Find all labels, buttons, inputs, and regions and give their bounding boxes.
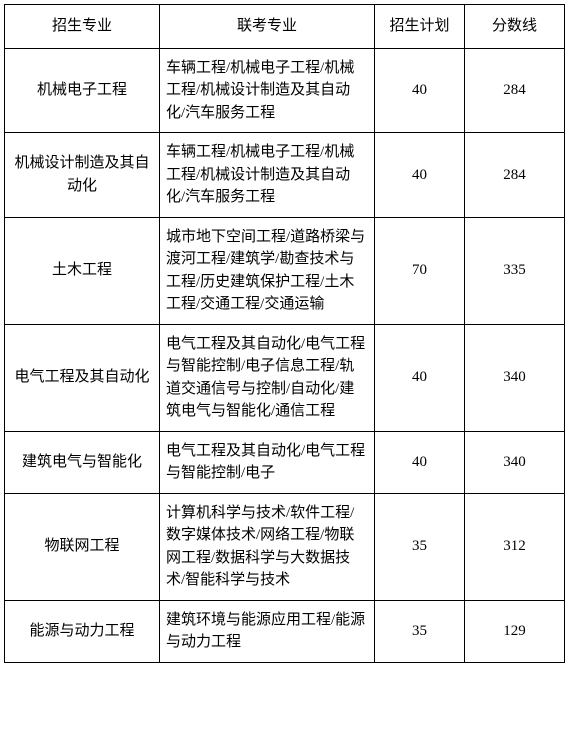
table-body: 机械电子工程 车辆工程/机械电子工程/机械工程/机械设计制造及其自动化/汽车服务…: [5, 48, 565, 662]
cell-score: 340: [465, 324, 565, 431]
table-row: 机械电子工程 车辆工程/机械电子工程/机械工程/机械设计制造及其自动化/汽车服务…: [5, 48, 565, 133]
cell-plan: 35: [375, 600, 465, 662]
cell-major: 能源与动力工程: [5, 600, 160, 662]
cell-major: 建筑电气与智能化: [5, 431, 160, 493]
table-row: 建筑电气与智能化 电气工程及其自动化/电气工程与智能控制/电子 40 340: [5, 431, 565, 493]
cell-score: 312: [465, 493, 565, 600]
admission-table: 招生专业 联考专业 招生计划 分数线 机械电子工程 车辆工程/机械电子工程/机械…: [4, 4, 565, 663]
cell-score: 335: [465, 217, 565, 324]
cell-exam: 车辆工程/机械电子工程/机械工程/机械设计制造及其自动化/汽车服务工程: [160, 48, 375, 133]
cell-plan: 40: [375, 48, 465, 133]
cell-score: 340: [465, 431, 565, 493]
header-plan: 招生计划: [375, 5, 465, 49]
cell-exam: 电气工程及其自动化/电气工程与智能控制/电子信息工程/轨道交通信号与控制/自动化…: [160, 324, 375, 431]
cell-score: 129: [465, 600, 565, 662]
table-row: 土木工程 城市地下空间工程/道路桥梁与渡河工程/建筑学/勘查技术与工程/历史建筑…: [5, 217, 565, 324]
header-row: 招生专业 联考专业 招生计划 分数线: [5, 5, 565, 49]
cell-plan: 70: [375, 217, 465, 324]
cell-plan: 35: [375, 493, 465, 600]
cell-exam: 车辆工程/机械电子工程/机械工程/机械设计制造及其自动化/汽车服务工程: [160, 133, 375, 218]
cell-exam: 城市地下空间工程/道路桥梁与渡河工程/建筑学/勘查技术与工程/历史建筑保护工程/…: [160, 217, 375, 324]
cell-score: 284: [465, 133, 565, 218]
table-row: 机械设计制造及其自动化 车辆工程/机械电子工程/机械工程/机械设计制造及其自动化…: [5, 133, 565, 218]
cell-plan: 40: [375, 324, 465, 431]
table-row: 电气工程及其自动化 电气工程及其自动化/电气工程与智能控制/电子信息工程/轨道交…: [5, 324, 565, 431]
table-row: 物联网工程 计算机科学与技术/软件工程/数字媒体技术/网络工程/物联网工程/数据…: [5, 493, 565, 600]
cell-major: 土木工程: [5, 217, 160, 324]
cell-exam: 建筑环境与能源应用工程/能源与动力工程: [160, 600, 375, 662]
header-score: 分数线: [465, 5, 565, 49]
cell-plan: 40: [375, 133, 465, 218]
cell-exam: 计算机科学与技术/软件工程/数字媒体技术/网络工程/物联网工程/数据科学与大数据…: [160, 493, 375, 600]
cell-score: 284: [465, 48, 565, 133]
cell-major: 机械电子工程: [5, 48, 160, 133]
cell-exam: 电气工程及其自动化/电气工程与智能控制/电子: [160, 431, 375, 493]
cell-major: 机械设计制造及其自动化: [5, 133, 160, 218]
cell-plan: 40: [375, 431, 465, 493]
cell-major: 电气工程及其自动化: [5, 324, 160, 431]
header-major: 招生专业: [5, 5, 160, 49]
table-row: 能源与动力工程 建筑环境与能源应用工程/能源与动力工程 35 129: [5, 600, 565, 662]
header-exam: 联考专业: [160, 5, 375, 49]
cell-major: 物联网工程: [5, 493, 160, 600]
